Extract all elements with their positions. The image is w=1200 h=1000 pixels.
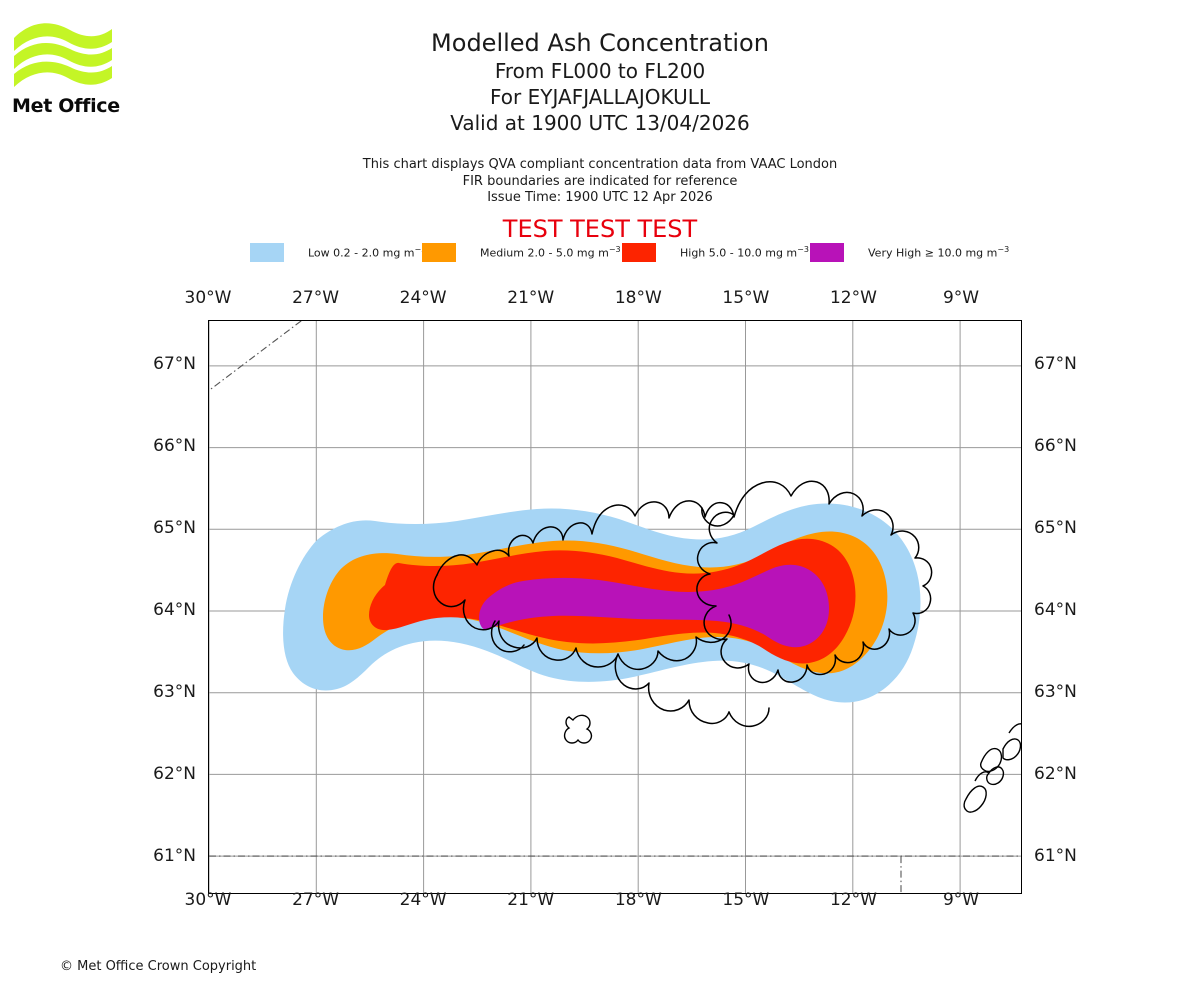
x-tick-bottom-1: 27°W bbox=[292, 890, 340, 910]
chart-title-block: Modelled Ash Concentration From FL000 to… bbox=[0, 28, 1200, 136]
y-tick-left-1: 62°N bbox=[153, 764, 196, 785]
legend-high: High 5.0 - 10.0 mg m−3 bbox=[622, 240, 809, 264]
title-flight-levels: From FL000 to FL200 bbox=[494, 59, 706, 83]
legend-low-swatch bbox=[250, 242, 284, 262]
ash-concentration-map[interactable] bbox=[208, 320, 1022, 894]
met-office-logo: Met Office bbox=[12, 18, 122, 117]
y-tick-left-6: 67°N bbox=[153, 354, 196, 375]
subtitle-fir-note: FIR boundaries are indicated for referen… bbox=[462, 173, 738, 189]
x-tick-bottom-4: 18°W bbox=[614, 890, 662, 910]
y-tick-left-4: 65°N bbox=[153, 518, 196, 539]
x-tick-top-5: 15°W bbox=[722, 288, 770, 308]
y-tick-right-6: 67°N bbox=[1034, 354, 1077, 375]
iceland-coastline bbox=[432, 480, 933, 728]
y-tick-left-2: 63°N bbox=[153, 682, 196, 703]
x-tick-bottom-3: 21°W bbox=[507, 890, 555, 910]
legend-medium: Medium 2.0 - 5.0 mg m−3 bbox=[422, 240, 621, 264]
legend-very-high-label: Very High ≥ 10.0 mg m−3 bbox=[868, 244, 1010, 260]
faroe-islands bbox=[963, 723, 1021, 813]
coastal-inlet-glyph bbox=[563, 714, 593, 744]
map-canvas bbox=[209, 321, 1021, 893]
x-tick-bottom-7: 9°W bbox=[942, 890, 980, 910]
y-tick-right-1: 62°N bbox=[1034, 764, 1077, 785]
y-tick-right-5: 66°N bbox=[1034, 436, 1077, 457]
legend-low: Low 0.2 - 2.0 mg m−3 bbox=[250, 240, 426, 264]
subtitle-qva-note: This chart displays QVA compliant concen… bbox=[362, 157, 838, 172]
y-tick-right-4: 65°N bbox=[1034, 518, 1077, 539]
met-office-wave-mark bbox=[14, 23, 112, 87]
legend-low-label: Low 0.2 - 2.0 mg m−3 bbox=[308, 244, 427, 260]
legend-medium-label: Medium 2.0 - 5.0 mg m−3 bbox=[480, 244, 621, 260]
legend-very-high-swatch bbox=[810, 242, 844, 262]
title-volcano: For EYJAFJALLAJOKULL bbox=[490, 85, 710, 109]
title-valid-time: Valid at 1900 UTC 13/04/2026 bbox=[450, 111, 750, 135]
x-tick-bottom-6: 12°W bbox=[829, 890, 877, 910]
y-tick-left-5: 66°N bbox=[153, 436, 196, 457]
concentration-legend: Low 0.2 - 2.0 mg m−3 Medium 2.0 - 5.0 mg … bbox=[0, 240, 1200, 264]
page-title: Modelled Ash Concentration bbox=[431, 29, 769, 57]
x-tick-bottom-5: 15°W bbox=[722, 890, 770, 910]
met-office-wordmark: Met Office bbox=[12, 95, 120, 117]
legend-high-swatch bbox=[622, 242, 656, 262]
test-banner: TEST TEST TEST bbox=[502, 215, 698, 243]
x-tick-top-3: 21°W bbox=[507, 288, 555, 308]
y-tick-right-0: 61°N bbox=[1034, 846, 1077, 867]
x-tick-top-7: 9°W bbox=[942, 288, 980, 308]
chart-subtitle-block: This chart displays QVA compliant concen… bbox=[0, 157, 1200, 207]
subtitle-issue-time: Issue Time: 1900 UTC 12 Apr 2026 bbox=[487, 190, 713, 205]
x-tick-top-0: 30°W bbox=[184, 288, 232, 308]
fir-boundary-lines bbox=[209, 321, 1021, 893]
legend-medium-swatch bbox=[422, 242, 456, 262]
y-tick-right-2: 63°N bbox=[1034, 682, 1077, 703]
y-tick-right-3: 64°N bbox=[1034, 600, 1077, 621]
plume-contour-very-high bbox=[479, 564, 829, 648]
x-tick-bottom-0: 30°W bbox=[184, 890, 232, 910]
copyright-notice: © Met Office Crown Copyright bbox=[60, 959, 257, 974]
y-tick-left-3: 64°N bbox=[153, 600, 196, 621]
x-tick-top-6: 12°W bbox=[829, 288, 877, 308]
x-tick-top-4: 18°W bbox=[614, 288, 662, 308]
legend-high-label: High 5.0 - 10.0 mg m−3 bbox=[680, 244, 809, 260]
x-tick-top-1: 27°W bbox=[292, 288, 340, 308]
x-tick-bottom-2: 24°W bbox=[399, 890, 447, 910]
y-tick-left-0: 61°N bbox=[153, 846, 196, 867]
legend-very-high: Very High ≥ 10.0 mg m−3 bbox=[810, 240, 1009, 264]
x-tick-top-2: 24°W bbox=[399, 288, 447, 308]
